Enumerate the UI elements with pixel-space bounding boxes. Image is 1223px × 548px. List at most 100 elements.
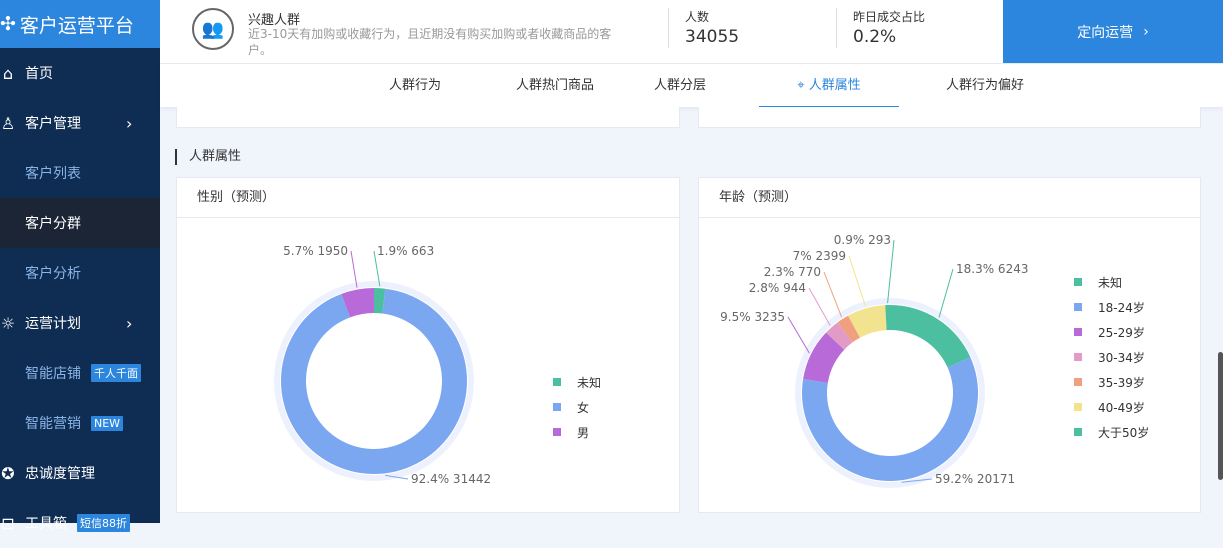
donut-slice xyxy=(374,288,386,314)
sidebar-item[interactable]: ✪ 忠诚度管理 xyxy=(0,448,160,498)
sidebar-item[interactable]: 智能店铺 千人千面 xyxy=(0,348,160,398)
tab-label: 人群行为偏好 xyxy=(945,78,1024,93)
data-label: 5.7% 1950 xyxy=(283,244,348,258)
age-donut-chart: 18.3% 6243 59.2% 20171 9.5% 3235 2.8% 944 2.… xyxy=(720,233,1149,488)
group-name: 兴趣人群 xyxy=(248,13,301,28)
tab-bar: 人群行为 人群热门商品 人群分层 ⌖ 人群属性 人群行为偏好 xyxy=(160,63,1223,108)
legend-swatch xyxy=(1074,278,1082,286)
scrollbar[interactable] xyxy=(1218,352,1223,480)
previous-card xyxy=(176,107,680,128)
legend-label: 大于50岁 xyxy=(1098,425,1149,440)
card-title: 年龄（预测） xyxy=(699,178,1200,218)
sidebar-item-label: 运营计划 xyxy=(25,316,81,332)
sidebar-item-label: 忠诚度管理 xyxy=(25,466,95,482)
legend-swatch xyxy=(553,403,561,411)
sidebar-item-label: 工具箱 xyxy=(25,516,67,532)
label-leader-line xyxy=(848,255,867,307)
ratio-stat: 昨日成交占比 0.2% xyxy=(836,8,925,48)
app-title: 客户运营平台 xyxy=(19,14,134,37)
data-label: 2.3% 770 xyxy=(764,265,821,279)
home-icon: ⌂ xyxy=(2,63,14,83)
group-description: 近3-10天有加购或收藏行为，且近期没有购买加购或者收藏商品的客户。 xyxy=(248,27,612,57)
donut-slice xyxy=(885,305,890,331)
data-label: 2.8% 944 xyxy=(749,281,806,295)
tab[interactable]: 人群热门商品 xyxy=(505,64,605,108)
targeted-operation-button[interactable]: 定向运营 › xyxy=(1003,0,1223,63)
sidebar-item[interactable]: ☼ 运营计划 › xyxy=(0,298,160,348)
label-leader-line xyxy=(808,287,831,326)
legend-swatch xyxy=(553,428,561,436)
donut-slice xyxy=(802,357,978,481)
sidebar-badge: NEW xyxy=(91,415,124,431)
data-label: 18.3% 6243 xyxy=(956,262,1028,276)
donut-slice xyxy=(890,305,971,368)
sidebar-badge: 短信88折 xyxy=(77,514,130,532)
legend-label: 40-49岁 xyxy=(1098,400,1145,415)
legend-swatch xyxy=(1074,328,1082,336)
legend-swatch xyxy=(1074,303,1082,311)
legend-label: 30-34岁 xyxy=(1098,350,1145,365)
legend-swatch xyxy=(1074,403,1082,411)
location-pin-icon: ⌖ xyxy=(797,78,809,93)
label-leader-line xyxy=(350,250,358,288)
label-leader-line xyxy=(385,474,409,480)
donut-slice xyxy=(803,332,845,383)
tab-label: 人群行为 xyxy=(388,78,441,93)
label-leader-line xyxy=(373,250,381,287)
count-value: 34055 xyxy=(685,27,740,47)
label-leader-line xyxy=(901,478,933,483)
label-leader-line xyxy=(938,268,954,318)
tab-label: 人群属性 xyxy=(808,78,861,93)
toolbox-icon: ⊡ xyxy=(1,513,15,533)
sidebar-item[interactable]: 客户分析 xyxy=(0,248,160,298)
legend-label: 18-24岁 xyxy=(1098,300,1145,315)
tab-label: 人群分层 xyxy=(653,78,706,93)
legend-label: 25-29岁 xyxy=(1098,325,1145,340)
data-label: 1.9% 663 xyxy=(377,244,434,258)
legend-swatch xyxy=(1074,378,1082,386)
data-label: 9.5% 3235 xyxy=(720,310,785,324)
sidebar-item-label: 首页 xyxy=(25,66,53,82)
donut-slice xyxy=(837,315,860,343)
donut-shadow xyxy=(795,298,985,488)
sidebar-item-label: 客户管理 xyxy=(25,116,81,132)
sidebar-item[interactable]: ⌂ 首页 xyxy=(0,48,160,98)
star-icon: ✪ xyxy=(1,463,15,483)
legend-label: 女 xyxy=(577,400,589,415)
donut-slice xyxy=(848,305,887,338)
age-card: 年龄（预测） 18.3% 6243 59.2% 20171 9.5% 3235 2.8… xyxy=(698,177,1201,513)
tab[interactable]: 人群行为偏好 xyxy=(925,64,1045,108)
sidebar-item[interactable]: 客户列表 xyxy=(0,148,160,198)
count-stat: 人数 34055 xyxy=(668,8,739,48)
data-label: 92.4% 31442 xyxy=(411,472,491,486)
ratio-value: 0.2% xyxy=(853,27,897,47)
group-icon: 👥 xyxy=(192,8,234,50)
tab[interactable]: ⌖ 人群属性 xyxy=(759,64,899,108)
sidebar-item[interactable]: ⊡ 工具箱 短信88折 xyxy=(0,498,160,548)
card-title: 性别（预测） xyxy=(177,178,679,218)
donut-slice xyxy=(280,288,467,474)
donut-shadow xyxy=(274,281,474,481)
data-label: 59.2% 20171 xyxy=(935,472,1015,486)
sidebar-item[interactable]: 智能营销 NEW xyxy=(0,398,160,448)
legend-label: 未知 xyxy=(577,376,601,390)
tab[interactable]: 人群分层 xyxy=(635,64,725,108)
data-label: 7% 2399 xyxy=(793,249,846,263)
donut-slice xyxy=(826,322,853,350)
tab[interactable]: 人群行为 xyxy=(375,64,455,108)
sidebar-item-label: 客户分群 xyxy=(25,216,81,232)
label-leader-line xyxy=(823,271,843,318)
legend-label: 未知 xyxy=(1098,276,1122,290)
sidebar-item[interactable]: 客户分群 xyxy=(0,198,160,248)
sidebar-item[interactable]: ♙ 客户管理 › xyxy=(0,98,160,148)
chevron-right-icon: › xyxy=(126,313,133,333)
donut-slice xyxy=(341,288,374,318)
count-label: 人数 xyxy=(685,10,710,24)
legend-swatch xyxy=(1074,428,1082,436)
logo-icon: ✣ xyxy=(0,13,16,35)
sidebar-item-label: 智能店铺 xyxy=(25,366,81,382)
chevron-right-icon: › xyxy=(126,113,133,133)
app-logo[interactable]: ✣ 客户运营平台 xyxy=(0,0,160,48)
ratio-label: 昨日成交占比 xyxy=(853,10,926,24)
